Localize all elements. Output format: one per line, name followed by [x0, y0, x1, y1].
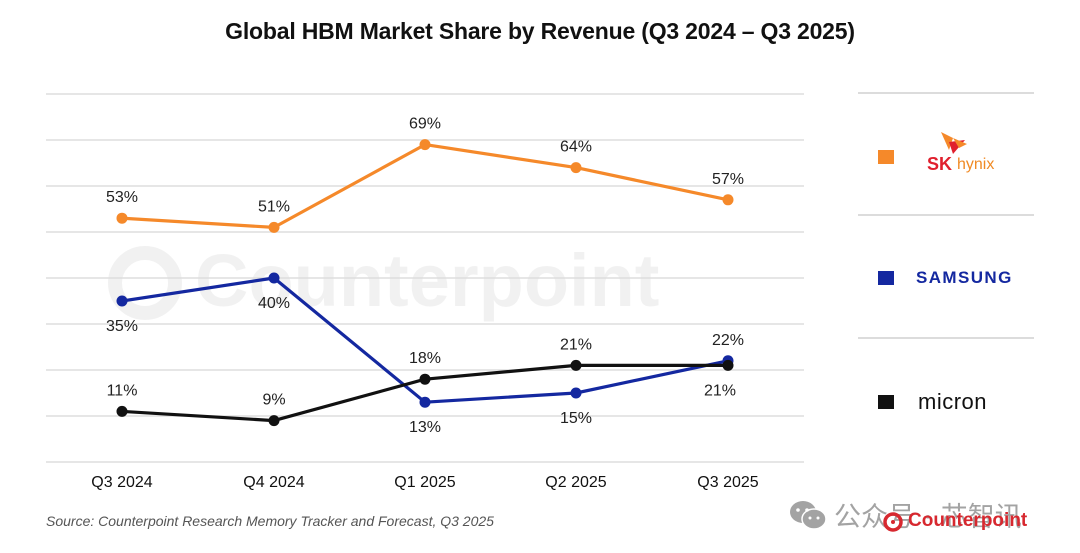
legend-item-micron [878, 395, 894, 409]
legend-swatch-micron [878, 395, 894, 409]
data-point-micron [570, 359, 582, 371]
data-point-sk-hynix [268, 221, 280, 233]
data-point-sk-hynix [570, 162, 582, 174]
data-point-samsung [268, 272, 280, 284]
data-label-sk-hynix: 51% [258, 198, 290, 215]
micron-logo: micron [918, 389, 988, 414]
x-tick-label: Q3 2024 [91, 474, 152, 491]
data-point-samsung [570, 387, 582, 399]
x-tick-label: Q1 2025 [394, 474, 455, 491]
x-tick-label: Q4 2024 [243, 474, 304, 491]
data-point-samsung [419, 396, 431, 408]
skhynix-hynix: hynix [957, 156, 995, 173]
legend-divider [858, 337, 1034, 339]
legend-swatch-skhynix [878, 150, 894, 164]
legend-swatch-samsung [878, 271, 894, 285]
x-tick-label: Q3 2025 [697, 474, 758, 491]
legend-divider [858, 92, 1034, 94]
data-label-samsung: 22% [712, 332, 744, 349]
source-note: Source: Counterpoint Research Memory Tra… [46, 513, 494, 529]
data-point-micron [268, 415, 280, 427]
legend-divider [858, 214, 1034, 216]
x-tick-label: Q2 2025 [545, 474, 606, 491]
data-label-samsung: 35% [106, 318, 138, 335]
legend-item-skhynix [878, 150, 894, 164]
data-point-micron [419, 373, 431, 385]
data-label-sk-hynix: 57% [712, 171, 744, 188]
data-label-samsung: 40% [258, 295, 290, 312]
data-point-sk-hynix [419, 139, 431, 151]
data-label-micron: 21% [704, 382, 736, 399]
data-point-sk-hynix [116, 212, 128, 224]
data-label-micron: 21% [560, 336, 592, 353]
data-label-sk-hynix: 64% [560, 139, 592, 156]
data-label-samsung: 15% [560, 410, 592, 427]
data-point-micron [116, 405, 128, 417]
wechat-icon [790, 500, 827, 530]
counterpoint-brand: Counterpoint [908, 510, 1028, 531]
data-label-sk-hynix: 53% [106, 189, 138, 206]
skhynix-butterfly-icon [941, 132, 967, 154]
legend-item-samsung [878, 271, 894, 285]
skhynix-logo: SK hynix [925, 132, 1015, 178]
counterpoint-logo-icon [883, 512, 903, 532]
data-point-samsung [116, 295, 128, 307]
data-label-sk-hynix: 69% [409, 116, 441, 133]
data-label-micron: 9% [262, 392, 285, 409]
wechat-account-text: 公众号 · 芯智讯 [834, 502, 1022, 533]
chart-title: Global HBM Market Share by Revenue (Q3 2… [225, 18, 855, 44]
wechat-watermark: 公众号 · 芯智讯 [788, 495, 1022, 534]
data-point-sk-hynix [722, 194, 734, 206]
samsung-logo: SAMSUNG [916, 268, 1013, 287]
data-label-samsung: 13% [409, 419, 441, 436]
skhynix-sk: SK [927, 154, 953, 174]
counterpoint-logo: Counterpoint [882, 510, 1027, 532]
data-label-micron: 11% [107, 382, 138, 399]
data-label-micron: 18% [409, 350, 441, 367]
series-line-micron [121, 363, 728, 423]
data-point-micron [722, 359, 734, 371]
